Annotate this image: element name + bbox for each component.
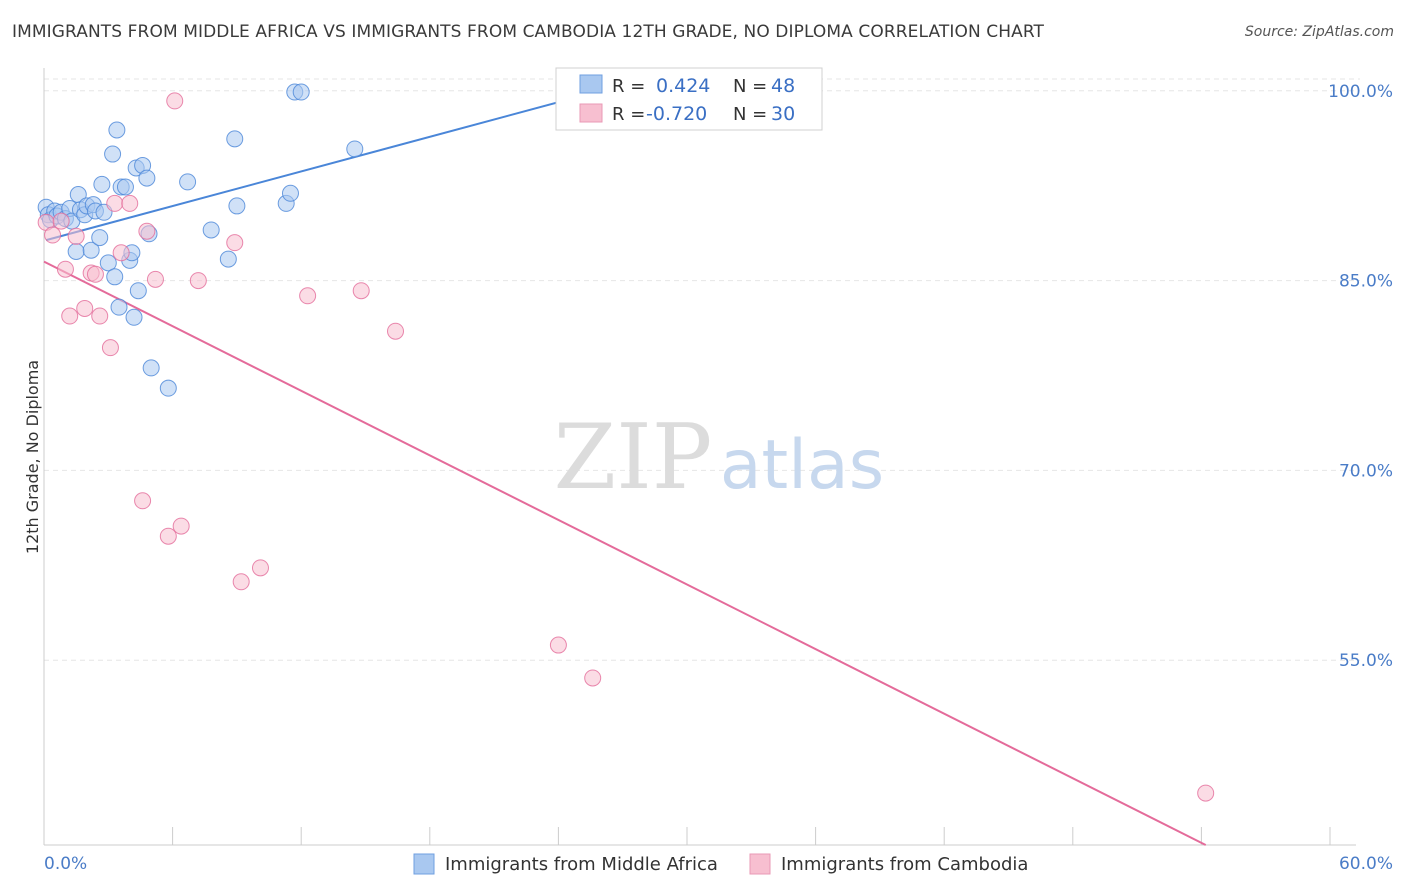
point-cambodia bbox=[61, 307, 79, 325]
axes bbox=[43, 68, 1356, 846]
point-middle-africa bbox=[142, 359, 160, 377]
legend-n-value-2: 30 bbox=[771, 103, 795, 125]
point-middle-africa bbox=[99, 254, 117, 272]
legend-swatch-middle-africa bbox=[579, 74, 603, 94]
point-middle-africa bbox=[202, 221, 220, 239]
point-cambodia bbox=[101, 339, 119, 357]
chart-title: IMMIGRANTS FROM MIDDLE AFRICA VS IMMIGRA… bbox=[12, 22, 1045, 42]
bottom-legend-swatch-cambodia bbox=[749, 853, 771, 875]
y-tick-label: 100.0% bbox=[1328, 82, 1393, 102]
point-cambodia bbox=[299, 287, 317, 305]
point-middle-africa bbox=[106, 268, 124, 286]
point-cambodia bbox=[387, 322, 405, 340]
legend-swatch-cambodia bbox=[579, 103, 603, 123]
point-cambodia bbox=[86, 265, 104, 283]
point-middle-africa bbox=[129, 282, 147, 300]
point-middle-africa bbox=[346, 140, 364, 158]
bottom-legend-label-cambodia: Immigrants from Cambodia bbox=[781, 854, 1028, 875]
x-tick-label: 0.0% bbox=[44, 854, 87, 874]
trend-line-cambodia bbox=[43, 260, 1207, 846]
point-middle-africa bbox=[104, 145, 122, 163]
point-middle-africa bbox=[125, 308, 143, 326]
point-middle-africa bbox=[93, 175, 111, 193]
grid-lines bbox=[44, 78, 1360, 661]
point-cambodia bbox=[106, 194, 124, 212]
point-cambodia bbox=[189, 272, 207, 290]
legend-n-label-1: N = bbox=[733, 76, 767, 97]
point-cambodia bbox=[549, 636, 567, 654]
point-middle-africa bbox=[219, 250, 237, 268]
bottom-legend-swatch-middle-africa bbox=[413, 853, 435, 875]
tick-labels: 55.0% 70.0% 85.0% 100.0% 0.0% 60.0% bbox=[44, 82, 1393, 874]
trend-line-middle-africa bbox=[45, 88, 606, 242]
legend-r-value-1: 0.424 bbox=[656, 75, 710, 97]
point-cambodia bbox=[134, 492, 152, 510]
point-cambodia bbox=[146, 270, 164, 288]
point-cambodia bbox=[166, 92, 184, 110]
point-middle-africa bbox=[292, 83, 310, 101]
y-tick-label: 85.0% bbox=[1339, 272, 1393, 292]
y-tick-label: 55.0% bbox=[1339, 651, 1393, 671]
bottom-legend: Immigrants from Middle Africa Immigrants… bbox=[413, 853, 1028, 875]
y-axis-label: 12th Grade, No Diploma bbox=[23, 360, 42, 554]
point-cambodia bbox=[584, 669, 602, 687]
point-middle-africa bbox=[138, 169, 156, 187]
x-tick-label: 60.0% bbox=[1339, 854, 1393, 874]
point-middle-africa bbox=[116, 178, 134, 196]
point-cambodia bbox=[138, 222, 156, 240]
bottom-legend-label-middle-africa: Immigrants from Middle Africa bbox=[445, 854, 718, 875]
legend-r-label-1: R = bbox=[612, 76, 645, 97]
point-cambodia bbox=[76, 299, 94, 317]
point-middle-africa bbox=[226, 130, 244, 148]
point-middle-africa bbox=[159, 379, 177, 397]
point-cambodia bbox=[226, 234, 244, 252]
point-middle-africa bbox=[67, 242, 85, 260]
point-middle-africa bbox=[110, 298, 128, 316]
legend-r-value-2: -0.720 bbox=[646, 103, 707, 125]
point-cambodia bbox=[44, 226, 62, 244]
point-middle-africa bbox=[228, 197, 246, 215]
point-cambodia bbox=[352, 282, 370, 300]
watermark-zip: ZIP bbox=[554, 405, 713, 510]
source-credit: Source: ZipAtlas.com bbox=[1244, 24, 1394, 40]
legend-n-value-1: 48 bbox=[771, 75, 795, 97]
point-middle-africa bbox=[179, 173, 197, 191]
point-cambodia bbox=[251, 559, 269, 577]
point-cambodia bbox=[121, 194, 139, 212]
point-cambodia bbox=[172, 517, 190, 535]
legend-box: R = 0.424 N = 48 R = -0.720 N = 30 bbox=[555, 67, 823, 131]
legend-r-label-2: R = bbox=[612, 104, 645, 125]
legend-n-label-2: N = bbox=[733, 104, 767, 125]
data-points bbox=[37, 83, 1215, 802]
point-cambodia bbox=[232, 573, 250, 591]
point-cambodia bbox=[112, 244, 130, 262]
point-middle-africa bbox=[82, 241, 100, 259]
point-cambodia bbox=[67, 227, 85, 245]
point-middle-africa bbox=[108, 121, 126, 139]
y-tick-label: 70.0% bbox=[1339, 461, 1393, 481]
point-cambodia bbox=[56, 260, 74, 278]
point-cambodia bbox=[159, 527, 177, 545]
trend-lines bbox=[43, 88, 1207, 846]
point-cambodia bbox=[91, 307, 109, 325]
point-middle-africa bbox=[91, 229, 109, 247]
watermark-atlas: atlas bbox=[720, 426, 884, 505]
watermark: ZIP atlas bbox=[554, 405, 884, 510]
point-middle-africa bbox=[281, 184, 299, 202]
point-cambodia bbox=[1197, 784, 1215, 802]
point-cambodia bbox=[52, 212, 70, 230]
